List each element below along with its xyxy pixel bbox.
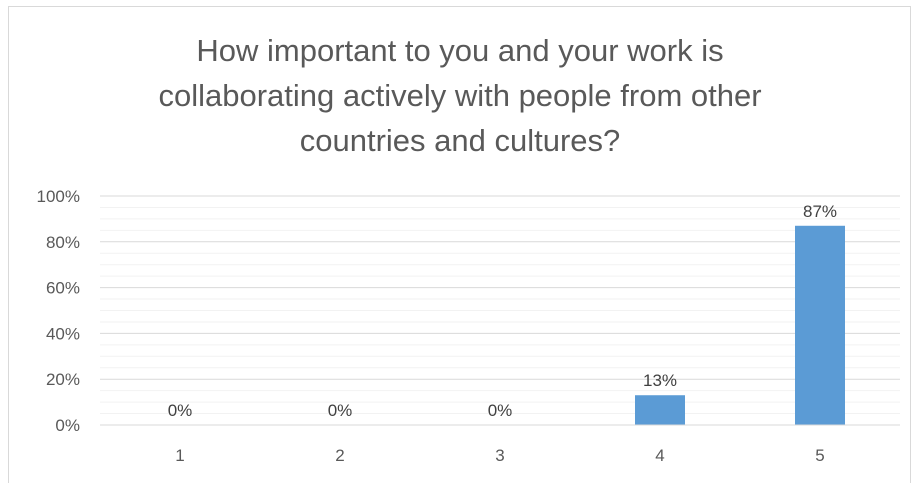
y-tick-label: 20% (46, 370, 80, 389)
y-axis: 0% 20% 40% 60% 80% 100% (37, 187, 80, 435)
chart-title-line-3: countries and cultures? (299, 123, 621, 158)
y-tick-label: 80% (46, 233, 80, 252)
x-tick-label: 3 (495, 446, 504, 465)
y-tick-label: 0% (55, 416, 80, 435)
bar-series (635, 225, 845, 425)
x-tick-label: 5 (815, 446, 824, 465)
bar (795, 225, 845, 425)
x-tick-label: 1 (175, 446, 184, 465)
chart-title: How important to you and your work is co… (0, 28, 920, 163)
chart-title-line-1: How important to you and your work is (196, 33, 724, 68)
y-tick-label: 100% (37, 187, 80, 206)
data-labels: 0% 0% 0% 13% 87% (168, 202, 837, 420)
bar-data-label: 13% (643, 371, 677, 390)
y-tick-label: 40% (46, 324, 80, 343)
x-tick-label: 2 (335, 446, 344, 465)
major-gridlines (100, 195, 900, 380)
minor-gridlines (100, 206, 900, 415)
bar-data-label: 0% (328, 401, 353, 420)
chart-frame (8, 6, 911, 483)
bar (635, 395, 685, 425)
bar-data-label: 0% (488, 401, 513, 420)
chart-title-line-2: collaborating actively with people from … (158, 78, 762, 113)
y-tick-label: 60% (46, 279, 80, 298)
x-tick-label: 4 (655, 446, 664, 465)
bar-data-label: 0% (168, 401, 193, 420)
x-axis: 1 2 3 4 5 (100, 424, 900, 465)
bar-data-label: 87% (803, 202, 837, 221)
